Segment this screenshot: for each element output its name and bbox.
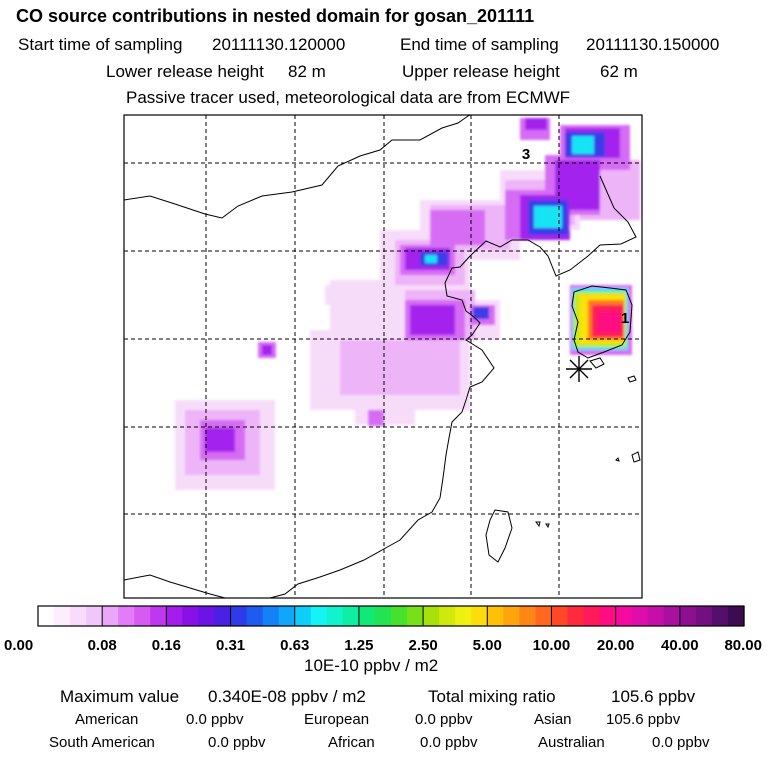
- colorbar-tick-labels: 0.00 0.08 0.16 0.31 0.63 1.25 2.50 5.00 10.00 20.…: [4, 637, 762, 654]
- upper-release-value: 62 m: [600, 62, 638, 81]
- region-european-value: 0.0 ppbv: [415, 711, 473, 728]
- region-asian-label: Asian: [534, 711, 572, 728]
- colorbar-tick-label: 20.00: [597, 637, 635, 654]
- max-value-label: Maximum value: [60, 687, 180, 706]
- region-south-american-value: 0.0 ppbv: [208, 734, 266, 751]
- region-australian-value: 0.0 ppbv: [652, 734, 710, 751]
- colorbar-tick-label: 10.00: [533, 637, 571, 654]
- colorbar-unit: 10E-10 ppbv / m2: [304, 656, 439, 675]
- start-time-label: Start time of sampling: [18, 35, 183, 54]
- colorbar-tick-label: 0.00: [4, 637, 33, 654]
- plume-level-cyan: [425, 136, 594, 263]
- start-time-value: 20111130.120000: [212, 35, 346, 54]
- max-value: 0.340E-08 ppbv / m2: [208, 687, 366, 706]
- region-european-label: European: [304, 711, 370, 728]
- upper-release-label: Upper release height: [402, 62, 560, 81]
- colorbar-tick-label: 0.08: [88, 637, 117, 654]
- plume-field: [175, 118, 640, 490]
- region-australian-label: Australian: [538, 734, 605, 751]
- region-south-american-label: South American: [49, 734, 155, 751]
- colorbar-tick-label: 2.50: [408, 637, 437, 654]
- map-frame: [123, 114, 643, 599]
- tracer-note: Passive tracer used, meteorological data…: [126, 88, 571, 107]
- coastlines: [124, 115, 641, 598]
- region-african-value: 0.0 ppbv: [420, 734, 478, 751]
- asterisk-icon: [566, 356, 592, 382]
- total-mixing-value: 105.6 ppbv: [611, 687, 696, 706]
- colorbar-tick-label: 5.00: [473, 637, 502, 654]
- map-label-1: 1: [621, 310, 629, 327]
- lower-release-label: Lower release height: [106, 62, 264, 81]
- region-american-value: 0.0 ppbv: [186, 711, 244, 728]
- colorbar-tick-label: 0.31: [216, 637, 245, 654]
- end-time-label: End time of sampling: [400, 35, 559, 54]
- map-label-3: 3: [522, 146, 530, 163]
- colorbar-tick-label: 1.25: [344, 637, 373, 654]
- graticule: [124, 115, 642, 598]
- total-mixing-label: Total mixing ratio: [428, 687, 556, 706]
- region-american-label: American: [75, 711, 139, 728]
- concentration-map: 3 1: [123, 114, 643, 599]
- colorbar-tick-label: 0.63: [280, 637, 309, 654]
- region-asian-value: 105.6 ppbv: [606, 711, 681, 728]
- colorbar-tick-label: 0.16: [152, 637, 181, 654]
- chart-title: CO source contributions in nested domain…: [16, 6, 535, 26]
- region-african-label: African: [328, 734, 375, 751]
- lower-release-value: 82 m: [288, 62, 326, 81]
- colorbar-tick-label: 40.00: [661, 637, 699, 654]
- korea-hotspot: [570, 285, 632, 355]
- colorbar-tick-label: 80.00: [724, 637, 762, 654]
- end-time-value: 20111130.150000: [586, 35, 720, 54]
